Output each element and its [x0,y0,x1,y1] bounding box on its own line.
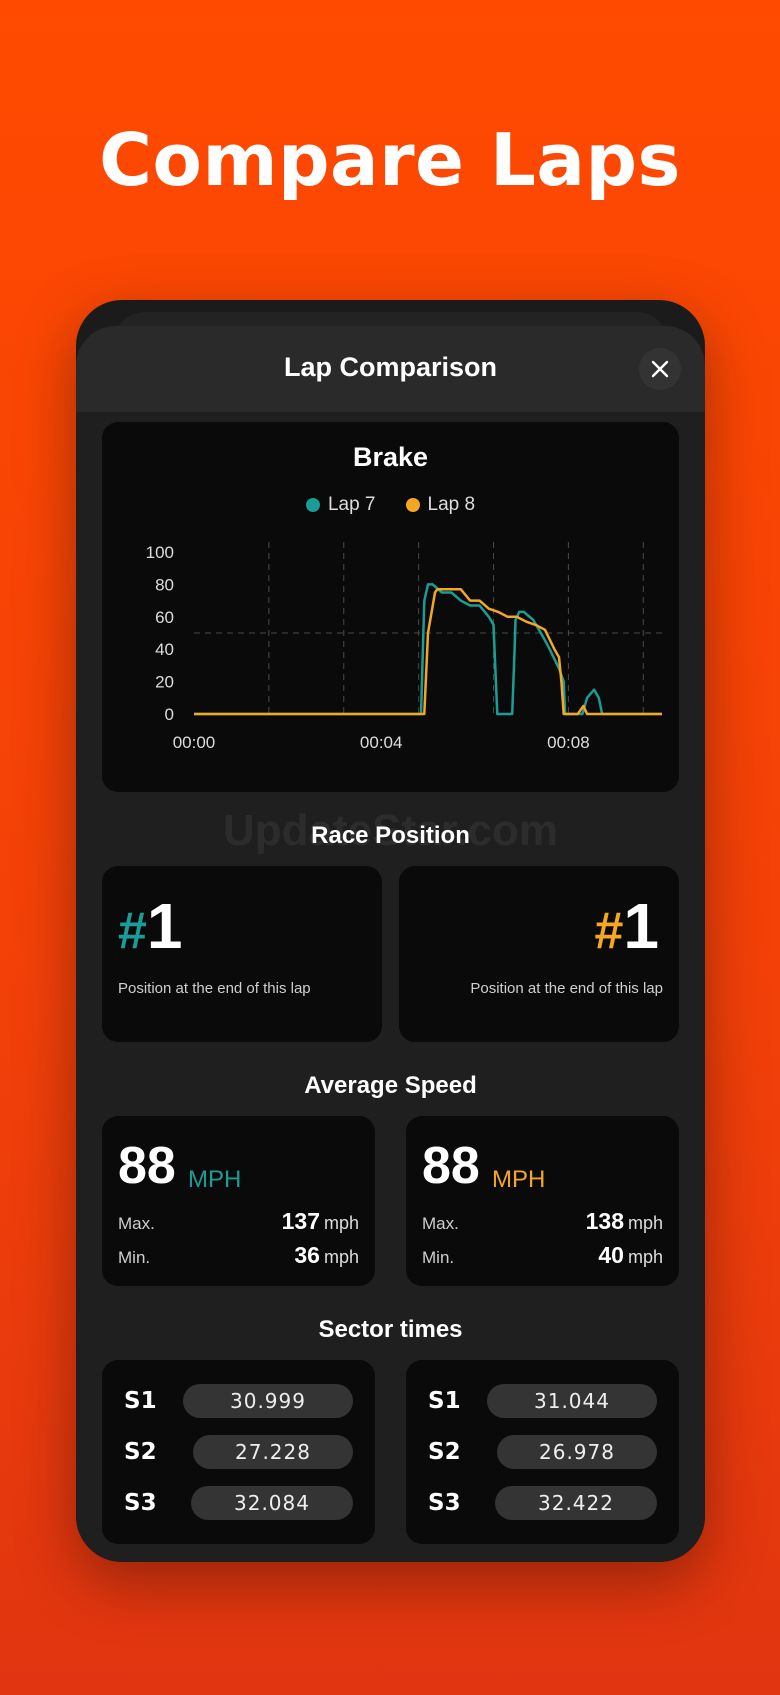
race-position-card-lap8: #1 Position at the end of this lap [399,866,679,1042]
sector-times-card-lap8: S1 31.044 S2 26.978 S3 32.422 [406,1360,679,1544]
position-hash-lap8: # [594,902,624,960]
y-tick-label: 80 [155,575,174,594]
sheet-header: Lap Comparison [76,326,705,412]
sector-time: 32.422 [495,1486,657,1520]
min-value-lap7: 36 [294,1242,320,1268]
close-button[interactable] [639,348,681,390]
sector-time: 31.044 [487,1384,657,1418]
avg-speed-unit-lap7: MPH [188,1166,242,1193]
close-icon [651,360,669,378]
sector-row: S3 32.422 [428,1486,657,1520]
avg-speed-unit-lap8: MPH [492,1166,546,1193]
position-number-lap8: 1 [623,890,659,962]
chart-title: Brake [352,442,429,472]
sector-label: S1 [124,1388,157,1414]
position-desc-lap7: Position at the end of this lap [118,980,311,997]
y-tick-label: 60 [155,608,174,627]
watermark: UpdateStar.com [223,806,558,855]
min-value-lap8: 40 [598,1242,624,1268]
min-label-lap8: Min. [422,1248,455,1267]
legend-label-lap8: Lap 8 [427,494,476,515]
lap-comparison-sheet: Lap Comparison Brake Lap 7 Lap 8 100 8 [76,326,705,1562]
sector-row: S1 31.044 [428,1384,657,1418]
sector-label: S1 [428,1388,461,1414]
min-speed-row-lap8: Min. 40 mph [422,1242,663,1269]
race-position-title: Race Position [311,822,470,849]
race-position-card-lap7: #1 Position at the end of this lap [102,866,382,1042]
average-speed-card-lap7: 88 MPH Max. 137 mph Min. 36 mph [102,1116,375,1286]
max-speed-row-lap8: Max. 138 mph [422,1208,663,1235]
min-unit-lap8: mph [627,1247,663,1267]
max-label-lap7: Max. [118,1214,155,1233]
sector-row: S1 30.999 [124,1384,353,1418]
sector-times-card-lap7: S1 30.999 S2 27.228 S3 32.084 [102,1360,375,1544]
sheet-title: Lap Comparison [283,352,498,382]
sector-time: 32.084 [191,1486,353,1520]
legend-item-lap7: Lap 7 [305,494,376,516]
y-tick-label: 40 [155,640,174,659]
sector-row: S2 26.978 [428,1435,657,1469]
x-tick-label: 00:08 [547,733,590,752]
sector-row: S3 32.084 [124,1486,353,1520]
legend-label-lap7: Lap 7 [327,494,376,515]
avg-speed-lap8: 88 [422,1137,480,1195]
legend-item-lap8: Lap 8 [405,494,476,516]
position-number-lap7: 1 [146,890,183,962]
legend-dot-lap8 [405,498,420,512]
phone-frame: Lap Comparison Brake Lap 7 Lap 8 100 8 [76,300,705,1562]
min-label-lap7: Min. [118,1248,151,1267]
sector-time: 30.999 [183,1384,353,1418]
brake-chart: 100 80 60 40 20 0 00:00 00:04 00:08 [146,542,662,752]
max-value-lap7: 137 [281,1208,320,1234]
sector-row: S2 27.228 [124,1435,353,1469]
x-tick-label: 00:00 [173,733,216,752]
y-tick-label: 100 [146,543,174,562]
position-value-lap8: #1 [594,894,659,958]
x-tick-label: 00:04 [360,733,403,752]
min-unit-lap7: mph [323,1247,359,1267]
avg-speed-lap7: 88 [118,1137,176,1195]
y-tick-label: 0 [165,705,174,724]
max-speed-row-lap7: Max. 137 mph [118,1208,359,1235]
position-desc-lap8: Position at the end of this lap [470,980,663,997]
sector-times-title: Sector times [318,1316,463,1343]
sector-time: 27.228 [193,1435,353,1469]
sector-label: S3 [124,1490,157,1516]
headline: Compare Laps [99,118,681,202]
sector-label: S2 [124,1439,157,1465]
sector-time: 26.978 [497,1435,657,1469]
max-label-lap8: Max. [422,1214,459,1233]
brake-chart-card: Brake Lap 7 Lap 8 100 80 60 40 20 0 00:00 00:04… [102,422,679,792]
max-value-lap8: 138 [585,1208,624,1234]
position-hash-lap7: # [118,902,147,960]
series-line-lap8 [194,588,662,716]
position-value-lap7: #1 [118,894,183,958]
max-unit-lap7: mph [323,1213,359,1233]
legend-dot-lap7 [305,498,320,512]
chart-legend: Lap 7 Lap 8 [102,494,679,516]
sector-label: S3 [428,1490,461,1516]
y-tick-label: 20 [155,673,174,692]
average-speed-card-lap8: 88 MPH Max. 138 mph Min. 40 mph [406,1116,679,1286]
min-speed-row-lap7: Min. 36 mph [118,1242,359,1269]
max-unit-lap8: mph [627,1213,663,1233]
sector-label: S2 [428,1439,461,1465]
average-speed-title: Average Speed [304,1072,477,1099]
